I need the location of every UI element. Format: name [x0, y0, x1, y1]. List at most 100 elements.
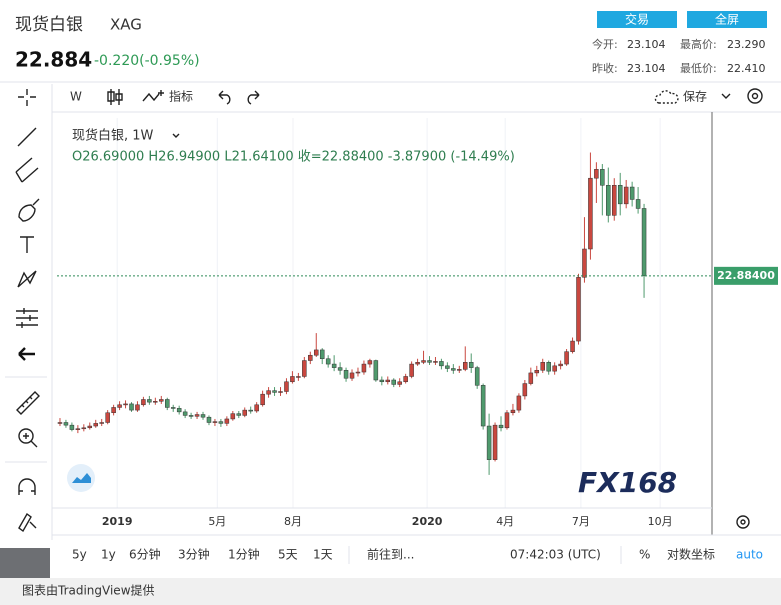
save-menu-icon[interactable]	[721, 93, 731, 99]
candle-body	[397, 381, 402, 385]
time-axis-settings[interactable]	[736, 515, 750, 529]
trade-label[interactable]: 交易	[625, 12, 649, 27]
candle-body	[343, 370, 349, 379]
candle-body	[296, 376, 301, 378]
candle-body	[314, 349, 319, 356]
range-button[interactable]: 1分钟	[228, 547, 260, 562]
x-tick-label: 4月	[496, 515, 514, 528]
candle-body	[641, 208, 647, 277]
percent-toggle[interactable]: %	[639, 548, 650, 562]
candle-body	[349, 372, 355, 379]
candle-body	[510, 409, 516, 414]
fullscreen-label[interactable]: 全屏	[715, 12, 739, 27]
candle-body	[451, 368, 456, 371]
candle-body	[367, 360, 373, 365]
range-button[interactable]: 6分钟	[129, 547, 161, 562]
candle-body	[319, 349, 325, 360]
candle-body	[135, 404, 140, 411]
candle-body	[254, 404, 259, 412]
candle-body	[421, 360, 426, 363]
last-price-label: 22.88400	[717, 269, 775, 282]
clock: 07:42:03 (UTC)	[510, 548, 601, 562]
text-tool[interactable]	[20, 236, 34, 253]
trend-line-tool[interactable]	[17, 127, 37, 147]
stat-label: 最低价:	[680, 62, 717, 75]
price-change: -0.220(-0.95%)	[94, 53, 200, 69]
brush-tool[interactable]	[18, 198, 40, 222]
log-toggle[interactable]: 对数坐标	[667, 547, 715, 562]
legend-title: 现货白银, 1W	[72, 128, 154, 144]
ohlc-legend: O26.69000 H26.94900 L21.64100 收=22.88400…	[72, 150, 515, 165]
interval-button[interactable]: W	[70, 90, 82, 104]
stat-value: 22.410	[727, 62, 766, 75]
candle-body	[194, 414, 200, 417]
stat-value: 23.104	[627, 62, 666, 75]
side-panel-toggle[interactable]	[0, 548, 50, 578]
stat-label: 今开:	[592, 37, 618, 51]
candle-body	[242, 409, 247, 416]
legend-menu-icon[interactable]	[172, 133, 180, 138]
crosshair-icon[interactable]	[18, 89, 36, 106]
candle-body	[516, 395, 522, 411]
candle-body	[129, 403, 134, 411]
candle-body	[582, 248, 587, 278]
candle-body	[93, 423, 98, 427]
candle-body	[248, 409, 253, 412]
range-button[interactable]: 5天	[278, 548, 298, 562]
indicator-icon[interactable]	[142, 90, 164, 102]
candle-body	[266, 390, 271, 395]
redo-icon[interactable]	[247, 90, 260, 105]
lock-draw-tool[interactable]	[18, 512, 37, 533]
candle-body	[218, 421, 224, 424]
candle-body	[600, 169, 605, 186]
candle-body	[63, 422, 69, 426]
auto-toggle[interactable]: auto	[736, 548, 763, 562]
range-button[interactable]: 1天	[313, 548, 333, 562]
candle-body	[457, 369, 462, 371]
settings-icon[interactable]	[747, 88, 763, 104]
pattern-tool[interactable]	[17, 270, 37, 288]
zoom-tool[interactable]	[18, 428, 38, 448]
indicator-button[interactable]: 指标	[169, 89, 193, 104]
candle-body	[105, 412, 110, 423]
footer-bar	[0, 578, 781, 605]
candle-body	[576, 277, 581, 342]
candle-body	[224, 418, 230, 424]
candle-body	[617, 185, 623, 205]
x-tick-label: 10月	[648, 515, 673, 528]
candle-body	[552, 365, 557, 372]
fullscreen-button[interactable]	[687, 11, 767, 28]
cloud-icon[interactable]	[654, 90, 679, 104]
candle-body	[176, 408, 182, 413]
pitchfork-tool[interactable]	[15, 157, 39, 183]
candle-body	[594, 169, 599, 179]
candle-type-icon[interactable]	[107, 89, 123, 105]
candle-body	[588, 177, 593, 250]
undo-icon[interactable]	[218, 90, 231, 105]
trade-button[interactable]	[597, 11, 677, 28]
candle-body	[463, 362, 468, 370]
candle-body	[165, 399, 170, 408]
candle-body	[69, 424, 75, 430]
last-price-badge	[714, 266, 778, 285]
prediction-tool[interactable]	[16, 308, 38, 328]
footer-credit: 图表由TradingView提供	[22, 583, 155, 598]
goto-button[interactable]: 前往到...	[367, 547, 414, 562]
x-tick-label: 2020	[412, 515, 443, 528]
range-button[interactable]: 1y	[101, 548, 116, 562]
candle-body	[564, 351, 569, 365]
ruler-tool[interactable]	[16, 391, 40, 415]
candle-body	[445, 365, 450, 369]
save-button[interactable]: 保存	[683, 90, 707, 104]
stat-label: 昨收:	[592, 61, 618, 75]
range-button[interactable]: 5y	[72, 548, 87, 562]
instrument-name: 现货白银	[15, 15, 83, 35]
candle-body	[361, 363, 367, 373]
candle-body	[391, 379, 396, 385]
candle-body	[170, 407, 176, 409]
candle-body	[379, 379, 385, 383]
range-button[interactable]: 3分钟	[178, 547, 210, 562]
back-tool[interactable]	[18, 347, 35, 361]
candle-body	[260, 393, 265, 406]
magnet-tool[interactable]	[18, 478, 36, 495]
